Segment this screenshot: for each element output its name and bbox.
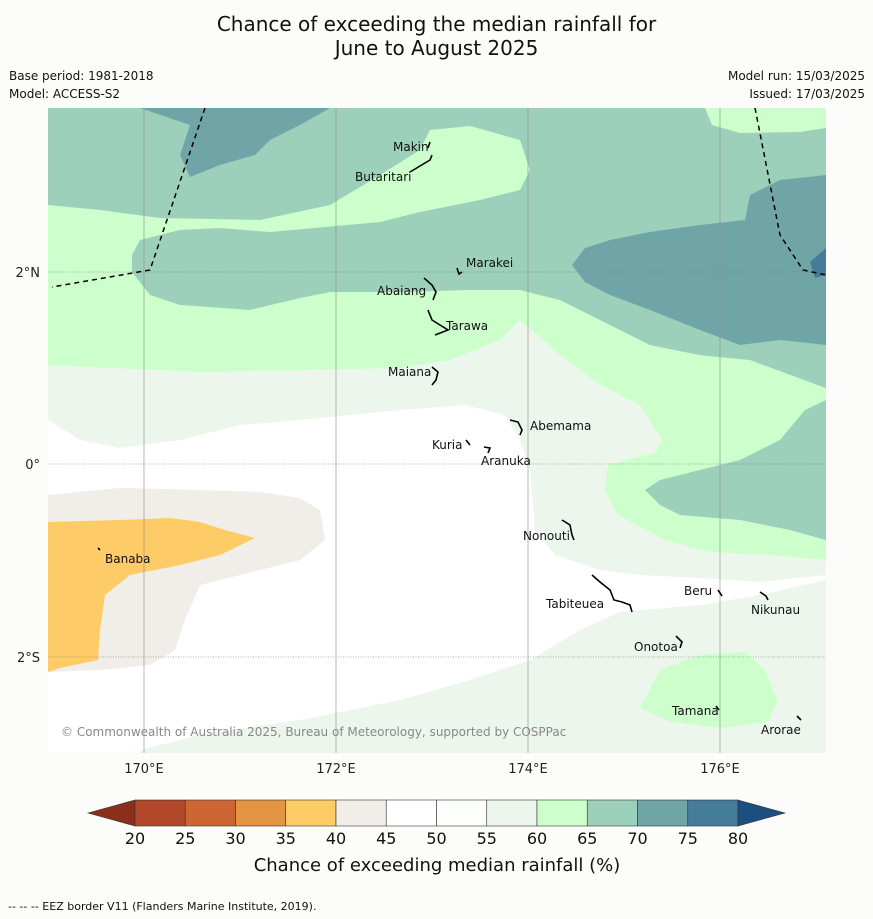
- colorbar-cell: [235, 799, 287, 827]
- island-labels: Makin Butaritari Marakei Abaiang Tarawa …: [105, 140, 801, 737]
- island-label: Kuria: [432, 438, 463, 452]
- lat-label: 2°N: [16, 266, 41, 281]
- colorbar-cell: [536, 799, 588, 827]
- lat-axis: 2°N 0° 2°S: [16, 266, 41, 666]
- colorbar-cell: [184, 799, 236, 827]
- colorbar-tick-label: 65: [577, 829, 597, 848]
- island-label: Nikunau: [751, 603, 800, 617]
- island-label: Marakei: [466, 256, 513, 270]
- eez-footer-note: -- -- -- EEZ border V11 (Flanders Marine…: [8, 900, 317, 913]
- colorbar-extend-left: [86, 799, 136, 827]
- island-label: Onotoa: [634, 640, 678, 654]
- colorbar-tick-label: 30: [225, 829, 245, 848]
- colorbar-tick-label: 35: [276, 829, 296, 848]
- lat-label: 0°: [25, 458, 40, 473]
- graticule: [143, 108, 721, 753]
- lat-label: 2°S: [17, 651, 40, 666]
- island-label: Butaritari: [355, 170, 412, 184]
- base-period: Base period: 1981-2018: [9, 69, 154, 83]
- island-label: Banaba: [105, 552, 151, 566]
- copyright-notice: © Commonwealth of Australia 2025, Bureau…: [61, 725, 566, 739]
- lon-label: 170°E: [124, 762, 164, 777]
- model-name: Model: ACCESS-S2: [9, 87, 121, 101]
- rainfall-map: Makin Butaritari Marakei Abaiang Tarawa …: [48, 108, 826, 753]
- colorbar-tick-label: 60: [527, 829, 547, 848]
- lon-label: 172°E: [316, 762, 356, 777]
- colorbar-tick-label: 20: [125, 829, 145, 848]
- island-label: Tabiteuea: [545, 597, 604, 611]
- island-label: Nonouti: [523, 529, 570, 543]
- colorbar-cell: [385, 799, 437, 827]
- island-label: Tarawa: [445, 319, 488, 333]
- lon-label: 174°E: [508, 762, 548, 777]
- colorbar-cell: [486, 799, 538, 827]
- colorbar-cell: [637, 799, 689, 827]
- colorbar-tick-label: 25: [175, 829, 195, 848]
- island-outlines: [97, 141, 802, 721]
- colorbar-cell: [687, 799, 739, 827]
- lon-label: 176°E: [700, 762, 740, 777]
- island-label: Maiana: [388, 365, 431, 379]
- colorbar-extend-right: [737, 799, 787, 827]
- map-title: Chance of exceeding the median rainfall …: [0, 12, 873, 60]
- colorbar-tick-label: 45: [376, 829, 396, 848]
- colorbar-title: Chance of exceeding median rainfall (%): [254, 855, 621, 876]
- colorbar-tick-label: 55: [477, 829, 497, 848]
- lon-axis: 170°E 172°E 174°E 176°E: [124, 762, 740, 777]
- colorbar-tick-label: 50: [426, 829, 446, 848]
- colorbar: 20 25 30 35 40 45 50 55 60 65 70 75 80 Chance of exc…: [86, 799, 787, 876]
- meta-right: Model run: 15/03/2025 Issued: 17/03/2025: [728, 67, 865, 103]
- colorbar-tick-label: 75: [678, 829, 698, 848]
- issued-date: Issued: 17/03/2025: [749, 87, 865, 101]
- meta-left: Base period: 1981-2018 Model: ACCESS-S2: [9, 67, 154, 103]
- island-label: Beru: [684, 584, 712, 598]
- title-line-1: Chance of exceeding the median rainfall …: [216, 12, 657, 36]
- colorbar-cell: [436, 799, 488, 827]
- eez-border: [51, 108, 826, 288]
- island-label: Abemama: [530, 419, 591, 433]
- island-label: Makin: [393, 140, 429, 154]
- island-label: Aranuka: [481, 454, 531, 468]
- model-run: Model run: 15/03/2025: [727, 69, 865, 83]
- colorbar-cell: [335, 799, 387, 827]
- colorbar-cell: [134, 799, 186, 827]
- title-line-2: June to August 2025: [334, 36, 539, 60]
- island-label: Arorae: [761, 723, 801, 737]
- colorbar-tick-label: 40: [326, 829, 346, 848]
- island-label: Abaiang: [377, 284, 426, 298]
- colorbar-tick-label: 70: [627, 829, 647, 848]
- colorbar-cell: [285, 799, 337, 827]
- colorbar-cell: [586, 799, 638, 827]
- island-label: Tamana: [671, 704, 719, 718]
- colorbar-tick-label: 80: [728, 829, 748, 848]
